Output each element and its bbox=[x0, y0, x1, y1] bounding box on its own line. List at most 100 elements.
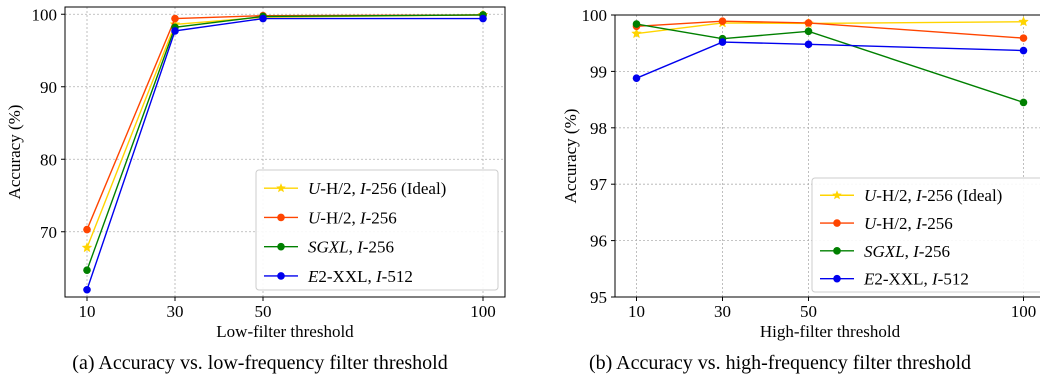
legend-marker bbox=[833, 247, 841, 255]
legend-label-part: -256 bbox=[922, 214, 953, 233]
data-point bbox=[1019, 34, 1028, 42]
legend-label: E2-XXL, I-512 bbox=[863, 270, 969, 289]
x-tick-label: 30 bbox=[714, 302, 731, 321]
x-tick-label: 10 bbox=[79, 302, 96, 321]
legend-label-part: -H/2, bbox=[320, 208, 360, 227]
data-point bbox=[1019, 98, 1028, 107]
legend-label-part: I bbox=[912, 242, 920, 261]
data-point bbox=[83, 266, 91, 274]
plot-frame bbox=[64, 6, 506, 298]
plot-frame bbox=[614, 14, 1040, 298]
y-tick-label: 96 bbox=[590, 232, 607, 251]
data-point bbox=[632, 74, 641, 82]
legend-box bbox=[255, 169, 499, 291]
caption-b: (b) Accuracy vs. high-frequency filter t… bbox=[588, 352, 972, 374]
data-point bbox=[718, 38, 727, 46]
legend-label-part: I bbox=[375, 267, 383, 286]
series-layer bbox=[81, 9, 489, 294]
legend-marker bbox=[277, 272, 285, 280]
series-line-3 bbox=[86, 17, 483, 290]
legend-marker bbox=[277, 242, 285, 251]
legend-label-part: U bbox=[308, 208, 322, 227]
legend-label-part: -256 bbox=[919, 242, 950, 261]
x-tick-label: 50 bbox=[800, 302, 817, 321]
y-tick-label: 80 bbox=[40, 150, 57, 169]
data-point bbox=[804, 19, 813, 27]
legend-label-part: , bbox=[349, 238, 358, 257]
chart-high-filter: 10 30 50 100 95 96 97 98 99 100 High-filter thresh… bbox=[561, 6, 1040, 341]
y-tick-label: 90 bbox=[40, 78, 57, 97]
y-tick-label: 70 bbox=[40, 223, 57, 242]
legend-label: SGXL, I-256 bbox=[864, 242, 950, 261]
series-line-2 bbox=[636, 23, 1024, 104]
data-point bbox=[804, 27, 813, 36]
x-tick-label: 10 bbox=[628, 302, 645, 321]
x-tick-label: 30 bbox=[167, 302, 184, 321]
series-line-2 bbox=[86, 14, 484, 271]
legend-label-part: I bbox=[931, 270, 939, 289]
legend-label-part: SGXL bbox=[308, 238, 349, 257]
x-tick-label: 100 bbox=[1011, 302, 1037, 321]
legend-label: U-H/2, I-256 bbox=[864, 214, 953, 233]
data-point bbox=[632, 20, 641, 28]
legend-label-part: -256 bbox=[363, 238, 394, 257]
series-line-0 bbox=[636, 21, 1024, 35]
legend-label-part: -256 (Ideal) bbox=[922, 186, 1003, 205]
legend-label: SGXL, I-256 bbox=[308, 238, 394, 257]
data-point bbox=[1019, 46, 1028, 55]
legend-label-part: SGXL bbox=[864, 242, 905, 261]
legend-label-part: -256 (Ideal) bbox=[366, 179, 447, 198]
legend-label: U-H/2, I-256 (Ideal) bbox=[308, 179, 446, 198]
y-axis-label: Accuracy (%) bbox=[5, 105, 24, 200]
legend-label-part: -H/2, bbox=[876, 214, 916, 233]
legend-label: U-H/2, I-256 bbox=[308, 208, 397, 227]
series-line-1 bbox=[636, 20, 1024, 39]
legend-label-part: -H/2, bbox=[876, 186, 916, 205]
legend-label-part: I bbox=[359, 208, 367, 227]
y-tick-label: 98 bbox=[590, 119, 607, 138]
data-point bbox=[631, 27, 642, 39]
legend-marker bbox=[833, 219, 841, 227]
data-point bbox=[83, 225, 91, 234]
data-point bbox=[718, 17, 727, 26]
legend-label-part: -512 bbox=[938, 270, 969, 289]
series-layer bbox=[631, 16, 1029, 107]
legend-marker bbox=[832, 190, 842, 200]
y-axis-label: Accuracy (%) bbox=[561, 109, 580, 204]
data-point bbox=[81, 242, 93, 253]
legend-label-part: I bbox=[915, 214, 923, 233]
legend-label-part: I bbox=[359, 179, 367, 198]
y-tick-label: 99 bbox=[590, 62, 607, 81]
caption-a: (a) Accuracy vs. low-frequency filter th… bbox=[72, 352, 448, 374]
legend-label-part: U bbox=[308, 179, 322, 198]
chart-low-filter: 10 30 50 100 70 80 90 100 Low-filter threshold Ac… bbox=[5, 5, 506, 341]
legend-label-part: E bbox=[863, 270, 875, 289]
legend-label-part: E bbox=[307, 267, 319, 286]
legend-label-part: 2-XXL, bbox=[874, 270, 932, 289]
x-axis-label: High-filter threshold bbox=[760, 322, 901, 341]
data-point bbox=[83, 285, 91, 294]
legend-label-part: -512 bbox=[382, 267, 413, 286]
y-tick-label: 100 bbox=[32, 5, 58, 24]
data-point bbox=[171, 27, 179, 35]
x-axis-label: Low-filter threshold bbox=[216, 322, 354, 341]
legend-box bbox=[811, 177, 1040, 293]
legend-label-part: U bbox=[864, 186, 878, 205]
data-point bbox=[259, 14, 267, 23]
legend-label: E2-XXL, I-512 bbox=[307, 267, 413, 286]
series-line-3 bbox=[636, 41, 1024, 79]
legend-label-part: U bbox=[864, 214, 878, 233]
data-point bbox=[479, 14, 487, 23]
legend-label-part: , bbox=[905, 242, 914, 261]
legend-label-part: I bbox=[915, 186, 923, 205]
y-tick-label: 100 bbox=[582, 6, 608, 25]
legend-marker bbox=[276, 183, 286, 193]
x-tick-label: 100 bbox=[470, 302, 496, 321]
x-tick-label: 50 bbox=[255, 302, 272, 321]
data-point bbox=[1018, 16, 1029, 27]
legend-label-part: 2-XXL, bbox=[318, 267, 376, 286]
legend-label-part: -256 bbox=[366, 208, 397, 227]
